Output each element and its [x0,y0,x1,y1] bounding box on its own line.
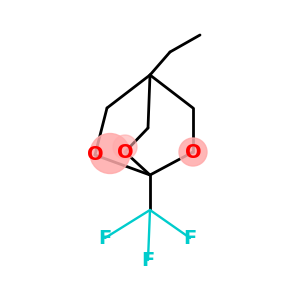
Circle shape [90,134,130,173]
Text: F: F [141,250,154,269]
Text: F: F [98,229,112,247]
Text: O: O [117,142,133,161]
Text: O: O [185,142,201,161]
Circle shape [113,135,137,159]
Text: F: F [183,229,196,247]
Text: O: O [87,146,103,164]
Circle shape [179,138,207,166]
